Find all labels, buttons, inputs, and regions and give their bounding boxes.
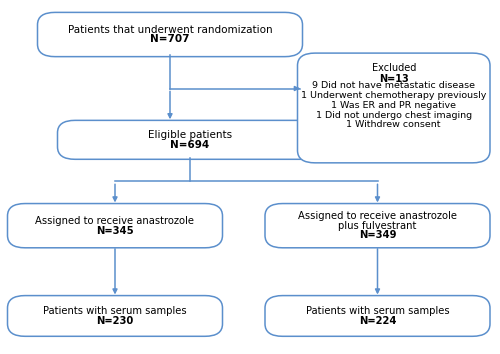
Text: Patients with serum samples: Patients with serum samples [306,306,450,316]
FancyBboxPatch shape [265,296,490,336]
FancyBboxPatch shape [8,204,222,248]
Text: 1 Was ER and PR negative: 1 Was ER and PR negative [331,101,456,110]
FancyBboxPatch shape [58,120,322,159]
Text: N=707: N=707 [150,34,190,45]
Text: 1 Underwent chemotherapy previously: 1 Underwent chemotherapy previously [301,91,486,100]
Text: Assigned to receive anastrozole: Assigned to receive anastrozole [36,216,194,226]
Text: Assigned to receive anastrozole: Assigned to receive anastrozole [298,211,457,222]
Text: N=349: N=349 [359,230,396,240]
Text: Patients with serum samples: Patients with serum samples [43,306,187,316]
FancyBboxPatch shape [38,12,302,57]
Text: 1 Withdrew consent: 1 Withdrew consent [346,120,441,130]
Text: N=230: N=230 [96,315,134,326]
Text: N=224: N=224 [359,315,396,326]
Text: plus fulvestrant: plus fulvestrant [338,221,416,231]
Text: Patients that underwent randomization: Patients that underwent randomization [68,24,272,35]
Text: Eligible patients: Eligible patients [148,130,232,140]
FancyBboxPatch shape [265,204,490,248]
FancyBboxPatch shape [298,53,490,163]
Text: N=13: N=13 [379,74,408,84]
Text: 9 Did not have metastatic disease: 9 Did not have metastatic disease [312,81,475,90]
Text: 1 Did not undergo chest imaging: 1 Did not undergo chest imaging [316,110,472,120]
Text: Excluded: Excluded [372,63,416,73]
Text: N=694: N=694 [170,140,209,150]
Text: N=345: N=345 [96,225,134,236]
FancyBboxPatch shape [8,296,222,336]
